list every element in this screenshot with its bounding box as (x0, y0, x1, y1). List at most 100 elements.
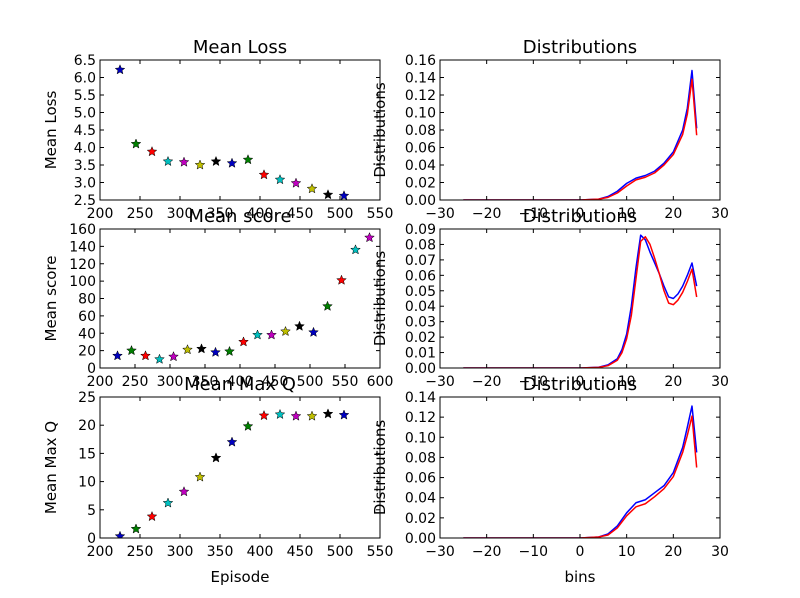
x-tick-label: −20 (472, 206, 502, 222)
data-point-10 (258, 409, 270, 421)
y-tick-label: 0.06 (405, 471, 436, 487)
data-point-7 (210, 155, 222, 167)
y-tick-label: 0.04 (405, 491, 436, 507)
y-tick-label: 0.00 (405, 361, 436, 377)
chart-title: Distributions (523, 37, 637, 58)
x-tick-label: 200 (87, 206, 114, 222)
x-tick-label: 300 (167, 206, 194, 222)
y-tick-label: 0.06 (405, 268, 436, 284)
x-tick-label: −30 (425, 544, 455, 560)
plot-area (100, 229, 380, 368)
y-tick-label: 0.12 (405, 88, 436, 104)
x-tick-label: −10 (519, 374, 549, 390)
y-tick-label: 0.04 (405, 158, 436, 174)
x-tick-label: 10 (618, 374, 636, 390)
plot-area (440, 229, 720, 368)
x-tick-label: 500 (297, 374, 324, 390)
data-point-13 (306, 410, 318, 421)
data-point-15 (308, 326, 319, 337)
series-line-1 (463, 234, 698, 368)
x-tick-label: 20 (664, 206, 682, 222)
y-tick-label: 5 (87, 503, 96, 519)
y-tick-label: 20 (78, 344, 96, 360)
data-point-11 (252, 329, 263, 340)
series-line-2 (463, 78, 698, 200)
x-tick-label: 30 (711, 544, 729, 560)
x-tick-label: 300 (167, 544, 194, 560)
plot-marks (463, 405, 698, 538)
y-tick-label: 2.5 (74, 193, 96, 209)
y-tick-label: 0.01 (405, 346, 436, 362)
data-point-7 (196, 343, 207, 354)
x-axis-label: Episode (211, 568, 270, 586)
x-tick-label: 500 (327, 206, 354, 222)
x-tick-label: 200 (87, 544, 114, 560)
x-tick-label: 20 (664, 544, 682, 560)
data-point-12 (290, 410, 302, 421)
y-tick-label: 0 (87, 361, 96, 377)
y-axis-label: Mean Loss (42, 91, 60, 170)
subplot-4: −30 −20 −10 0 10 20 30 0.000.010.020.030.040.05… (371, 206, 729, 390)
subplot-2: −30 −20 −10 0 10 20 30 0.000.02 0.040.06 0.080.10… (371, 37, 729, 222)
y-tick-label: 6.0 (74, 71, 96, 87)
data-point-14 (322, 408, 334, 419)
y-tick-label: 4.5 (74, 123, 96, 139)
y-tick-label: 140 (69, 239, 96, 255)
plot-marks (114, 64, 350, 200)
data-point-11 (274, 408, 286, 420)
y-tick-label: 60 (78, 309, 96, 325)
data-point-5 (178, 486, 190, 497)
x-tick-label: −30 (425, 206, 455, 222)
y-tick-label: 0.04 (405, 299, 436, 315)
data-point-5 (168, 351, 179, 362)
x-tick-label: 400 (247, 206, 274, 222)
y-tick-label: 0.08 (405, 450, 436, 466)
data-point-2 (130, 523, 142, 534)
y-tick-label: 0.02 (405, 511, 436, 527)
y-axis-label: Distributions (371, 420, 389, 516)
data-point-3 (146, 510, 158, 522)
y-tick-label: 5.5 (74, 88, 96, 104)
y-tick-label: 5.0 (74, 106, 96, 122)
data-point-9 (224, 345, 235, 357)
x-tick-label: −10 (519, 544, 549, 560)
plot-area (100, 60, 380, 200)
x-tick-label: 30 (711, 374, 729, 390)
y-tick-label: 80 (78, 292, 96, 308)
data-point-1 (114, 64, 126, 75)
data-point-15 (338, 409, 350, 420)
y-tick-label: 0.09 (405, 222, 436, 238)
x-tick-label: 10 (618, 544, 636, 560)
y-tick-label: 0.10 (405, 430, 436, 446)
x-tick-label: 550 (332, 374, 359, 390)
data-point-3 (146, 146, 158, 157)
subplot-1: 200 250 300 350 400 450 500 5502.53.03.54.04.55… (42, 37, 393, 222)
axes-frame (99, 396, 381, 539)
chart-title: Mean score (188, 206, 291, 227)
data-point-6 (194, 471, 206, 482)
data-point-13 (280, 325, 291, 337)
data-point-15 (338, 190, 350, 200)
x-tick-label: 600 (367, 374, 394, 390)
plot-marks (463, 234, 698, 368)
data-point-8 (210, 346, 221, 357)
y-tick-label: 3.0 (74, 176, 96, 192)
y-tick-label: 4.0 (74, 141, 96, 157)
y-axis-label: Mean score (42, 256, 60, 342)
x-tick-label: 300 (157, 374, 184, 390)
y-tick-label: 0.08 (405, 237, 436, 253)
data-point-6 (194, 159, 206, 170)
x-tick-label: 500 (327, 544, 354, 560)
y-axis-label: Mean Max Q (42, 421, 60, 514)
y-tick-label: 120 (69, 257, 96, 273)
plot-area (440, 397, 720, 538)
data-point-4 (162, 497, 174, 508)
plot-marks (114, 408, 350, 538)
y-tick-label: 10 (78, 475, 96, 491)
y-tick-label: 40 (78, 326, 96, 342)
x-tick-label: 0 (576, 374, 585, 390)
x-tick-label: −10 (519, 206, 549, 222)
y-tick-label: 6.5 (74, 53, 96, 69)
series-line-2 (463, 415, 698, 538)
